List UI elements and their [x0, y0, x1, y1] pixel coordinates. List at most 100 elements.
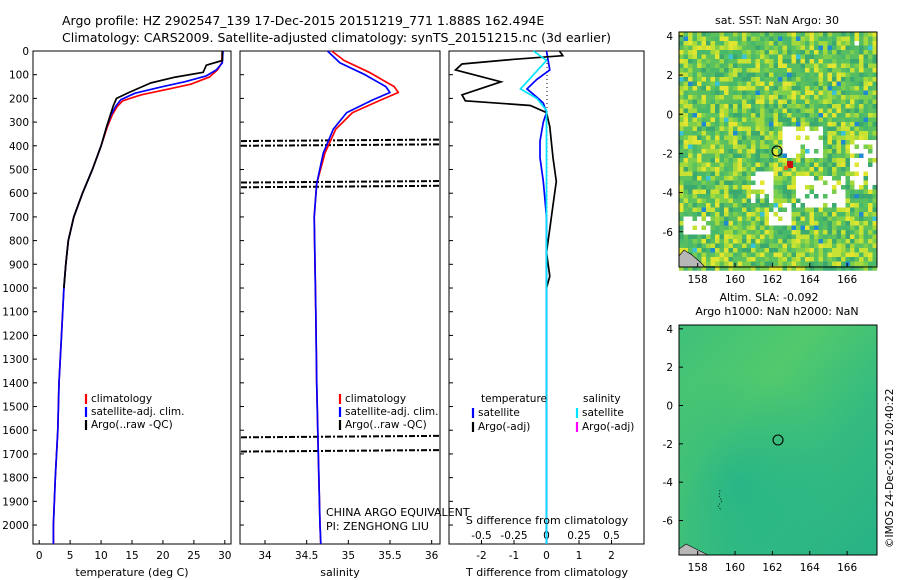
sst-cell [719, 167, 725, 172]
sst-cell [760, 99, 765, 105]
sst-cell [787, 171, 792, 177]
sst-cell [755, 167, 761, 172]
sst-cell [751, 149, 756, 154]
sst-cell [755, 41, 761, 46]
sst-cell [751, 99, 756, 105]
sst-cell [778, 230, 783, 235]
sst-cell [796, 63, 801, 69]
sst-cell [814, 50, 819, 55]
imos-stamp: ©IMOS 24-Dec-2015 20:40:22 [884, 389, 896, 548]
sst-cell [760, 171, 765, 177]
sst-cell [805, 149, 810, 154]
sst-cell [836, 45, 842, 51]
sst-cell [679, 63, 684, 69]
sst-cell [728, 135, 734, 141]
sst-cell [746, 158, 752, 163]
sst-cell [859, 261, 864, 267]
sst-cell [859, 149, 864, 154]
sst-cell [814, 266, 819, 271]
sst-cell [859, 113, 864, 118]
sst-cell [823, 243, 828, 249]
sst-cell [863, 216, 869, 222]
sst-cell [755, 176, 761, 181]
sst-cell [800, 59, 806, 64]
sst-cell [688, 41, 693, 46]
sst-cell [733, 113, 738, 118]
sst-cell [751, 167, 756, 172]
sst-cell [859, 131, 864, 136]
sst-cell [679, 243, 684, 249]
sst-cell [818, 153, 824, 159]
sst-cell [859, 104, 864, 109]
sst-cell [778, 108, 783, 114]
sst-cell [764, 167, 770, 172]
sst-cell [679, 54, 684, 60]
sst-cell [814, 108, 819, 114]
sst-cell [859, 140, 864, 145]
sst-cell [755, 59, 761, 64]
sst-cell [836, 176, 842, 181]
sst-cell [692, 68, 698, 73]
sst-cell [809, 243, 815, 249]
sst-cell [787, 45, 792, 51]
sst-cell [827, 153, 833, 159]
sst-cell [818, 212, 824, 217]
sst-cell [863, 68, 869, 73]
sst-cell [715, 149, 720, 154]
sst-cell [697, 198, 702, 204]
sst-cell [814, 86, 819, 91]
sst-cell [773, 54, 779, 60]
sst-cell [814, 234, 819, 240]
sst-cell [832, 50, 837, 55]
sst-cell [832, 261, 837, 267]
sst-cell [746, 230, 752, 235]
sst-cell [782, 243, 788, 249]
x-tick-label: -2 [476, 550, 486, 562]
sst-cell [728, 117, 734, 123]
sst-cell [832, 230, 837, 235]
sst-cell [760, 243, 765, 249]
sst-cell [859, 248, 864, 253]
sst-cell [845, 212, 851, 217]
sst-cell [872, 216, 878, 222]
sst-cell [755, 198, 761, 204]
sst-cell [773, 135, 779, 141]
sst-cell [683, 108, 689, 114]
sst-cell [737, 86, 743, 91]
sst-cell [800, 32, 806, 37]
sst-cell [679, 167, 684, 172]
sst-cell [701, 59, 707, 64]
sst-cell [863, 158, 869, 163]
sst-cell [764, 207, 770, 213]
sst-cell [715, 257, 720, 262]
sst-cell [751, 212, 756, 217]
sst-cell [764, 221, 770, 226]
difference-lines [453, 50, 565, 544]
sst-cell [827, 221, 833, 226]
sst-cell [760, 257, 765, 262]
sst-cell [751, 239, 756, 244]
sst-cell [697, 266, 702, 271]
sst-cell [742, 180, 747, 186]
sst-cell [845, 207, 851, 213]
sst-cell [764, 243, 770, 249]
sst-cell [728, 203, 734, 208]
sst-cell [769, 59, 774, 64]
sst-cell [742, 266, 747, 271]
salinity-argo-dashes [240, 138, 441, 453]
sst-cell [841, 149, 846, 154]
salinity-panel: 34 34.5 35 35.5 36 climatologysatellite-adj.… [239, 50, 470, 579]
sst-cell [683, 86, 689, 91]
sst-cell [769, 261, 774, 267]
sst-cell [823, 198, 828, 204]
sst-cell [809, 221, 815, 226]
sst-cell [805, 189, 810, 195]
sst-cell [805, 50, 810, 55]
sst-cell [737, 41, 743, 46]
sst-cell [715, 41, 720, 46]
sst-cell [832, 54, 837, 60]
sst-cell [868, 149, 873, 154]
sst-cell [746, 239, 752, 244]
sst-cell [800, 162, 806, 168]
sst-cell [733, 68, 738, 73]
